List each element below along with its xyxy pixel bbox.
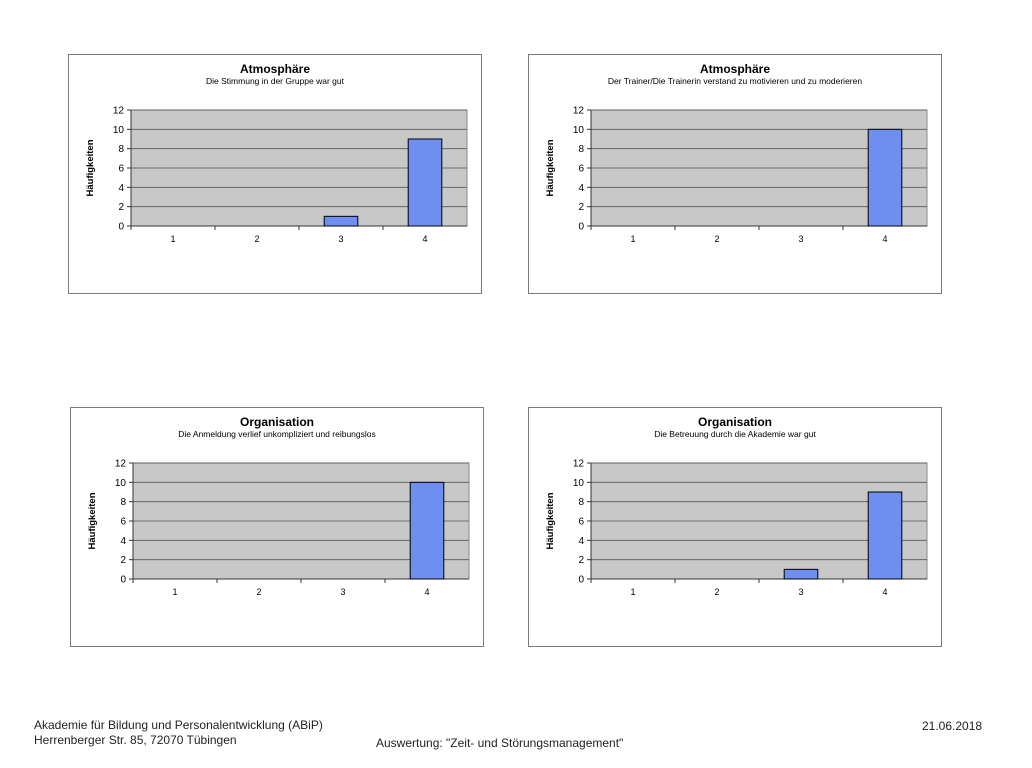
chart-panel: Organisation Die Anmeldung verlief unkom… bbox=[70, 407, 484, 647]
y-tick-label: 10 bbox=[573, 125, 585, 136]
x-tick-label: 1 bbox=[630, 587, 635, 597]
x-tick-label: 4 bbox=[424, 587, 429, 597]
y-tick-label: 6 bbox=[120, 517, 126, 528]
chart-title: Organisation bbox=[239, 415, 314, 429]
y-tick-label: 4 bbox=[578, 536, 584, 547]
bar bbox=[867, 491, 903, 580]
y-tick-label: 12 bbox=[573, 459, 585, 470]
x-tick-label: 4 bbox=[882, 234, 887, 244]
bar bbox=[323, 215, 359, 227]
y-tick-label: 4 bbox=[118, 183, 124, 194]
x-tick-label: 1 bbox=[630, 234, 635, 244]
chart-subtitle: Die Anmeldung verlief unkompliziert und … bbox=[178, 429, 376, 439]
y-tick-label: 0 bbox=[118, 222, 124, 233]
y-axis-label: Häufigkeiten bbox=[85, 139, 96, 196]
y-tick-label: 10 bbox=[113, 125, 125, 136]
y-axis-label: Häufigkeiten bbox=[87, 492, 98, 549]
chart-title: Atmosphäre bbox=[699, 62, 770, 76]
y-tick-label: 8 bbox=[118, 144, 124, 155]
footer-organization: Akademie für Bildung und Personalentwick… bbox=[34, 718, 323, 732]
y-tick-label: 6 bbox=[118, 164, 124, 175]
y-tick-label: 12 bbox=[115, 459, 127, 470]
y-tick-label: 4 bbox=[578, 183, 584, 194]
footer-date: 21.06.2018 bbox=[922, 719, 983, 733]
chart-title: Organisation bbox=[697, 415, 772, 429]
chart-subtitle: Der Trainer/Die Trainerin verstand zu mo… bbox=[607, 76, 863, 86]
chart-panel: Atmosphäre Der Trainer/Die Trainerin ver… bbox=[528, 54, 942, 294]
chart-subtitle: Die Betreuung durch die Akademie war gut bbox=[654, 429, 816, 439]
x-tick-label: 2 bbox=[254, 234, 259, 244]
y-tick-label: 2 bbox=[578, 555, 584, 566]
footer-evaluation-title: Auswertung: "Zeit- und Störungsmanagemen… bbox=[376, 736, 624, 750]
chart-subtitle: Die Stimmung in der Gruppe war gut bbox=[206, 76, 344, 86]
y-axis-label: Häufigkeiten bbox=[545, 139, 556, 196]
y-axis-label: Häufigkeiten bbox=[545, 492, 556, 549]
bar bbox=[409, 481, 445, 580]
chart-panel: Organisation Die Betreuung durch die Aka… bbox=[528, 407, 942, 647]
x-tick-label: 3 bbox=[798, 587, 803, 597]
y-tick-label: 10 bbox=[573, 478, 585, 489]
x-tick-label: 2 bbox=[714, 234, 719, 244]
y-tick-label: 0 bbox=[120, 575, 126, 586]
y-tick-label: 8 bbox=[578, 144, 584, 155]
y-tick-label: 0 bbox=[578, 575, 584, 586]
bar bbox=[783, 568, 819, 580]
chart-panel: Atmosphäre Die Stimmung in der Gruppe wa… bbox=[68, 54, 482, 294]
y-tick-label: 2 bbox=[118, 202, 124, 213]
y-tick-label: 2 bbox=[578, 202, 584, 213]
x-tick-label: 3 bbox=[798, 234, 803, 244]
x-tick-label: 1 bbox=[170, 234, 175, 244]
y-tick-label: 0 bbox=[578, 222, 584, 233]
y-tick-label: 4 bbox=[120, 536, 126, 547]
y-tick-label: 6 bbox=[578, 517, 584, 528]
x-tick-label: 4 bbox=[882, 587, 887, 597]
x-tick-label: 1 bbox=[172, 587, 177, 597]
y-tick-label: 12 bbox=[573, 106, 585, 117]
y-tick-label: 8 bbox=[120, 497, 126, 508]
y-tick-label: 8 bbox=[578, 497, 584, 508]
bar bbox=[407, 138, 443, 227]
footer-address: Herrenberger Str. 85, 72070 Tübingen bbox=[34, 733, 237, 747]
x-tick-label: 4 bbox=[422, 234, 427, 244]
x-tick-label: 3 bbox=[340, 587, 345, 597]
x-tick-label: 2 bbox=[256, 587, 261, 597]
bar bbox=[867, 128, 903, 227]
y-tick-label: 10 bbox=[115, 478, 127, 489]
y-tick-label: 12 bbox=[113, 106, 125, 117]
x-tick-label: 2 bbox=[714, 587, 719, 597]
x-tick-label: 3 bbox=[338, 234, 343, 244]
y-tick-label: 2 bbox=[120, 555, 126, 566]
y-tick-label: 6 bbox=[578, 164, 584, 175]
chart-title: Atmosphäre bbox=[239, 62, 310, 76]
